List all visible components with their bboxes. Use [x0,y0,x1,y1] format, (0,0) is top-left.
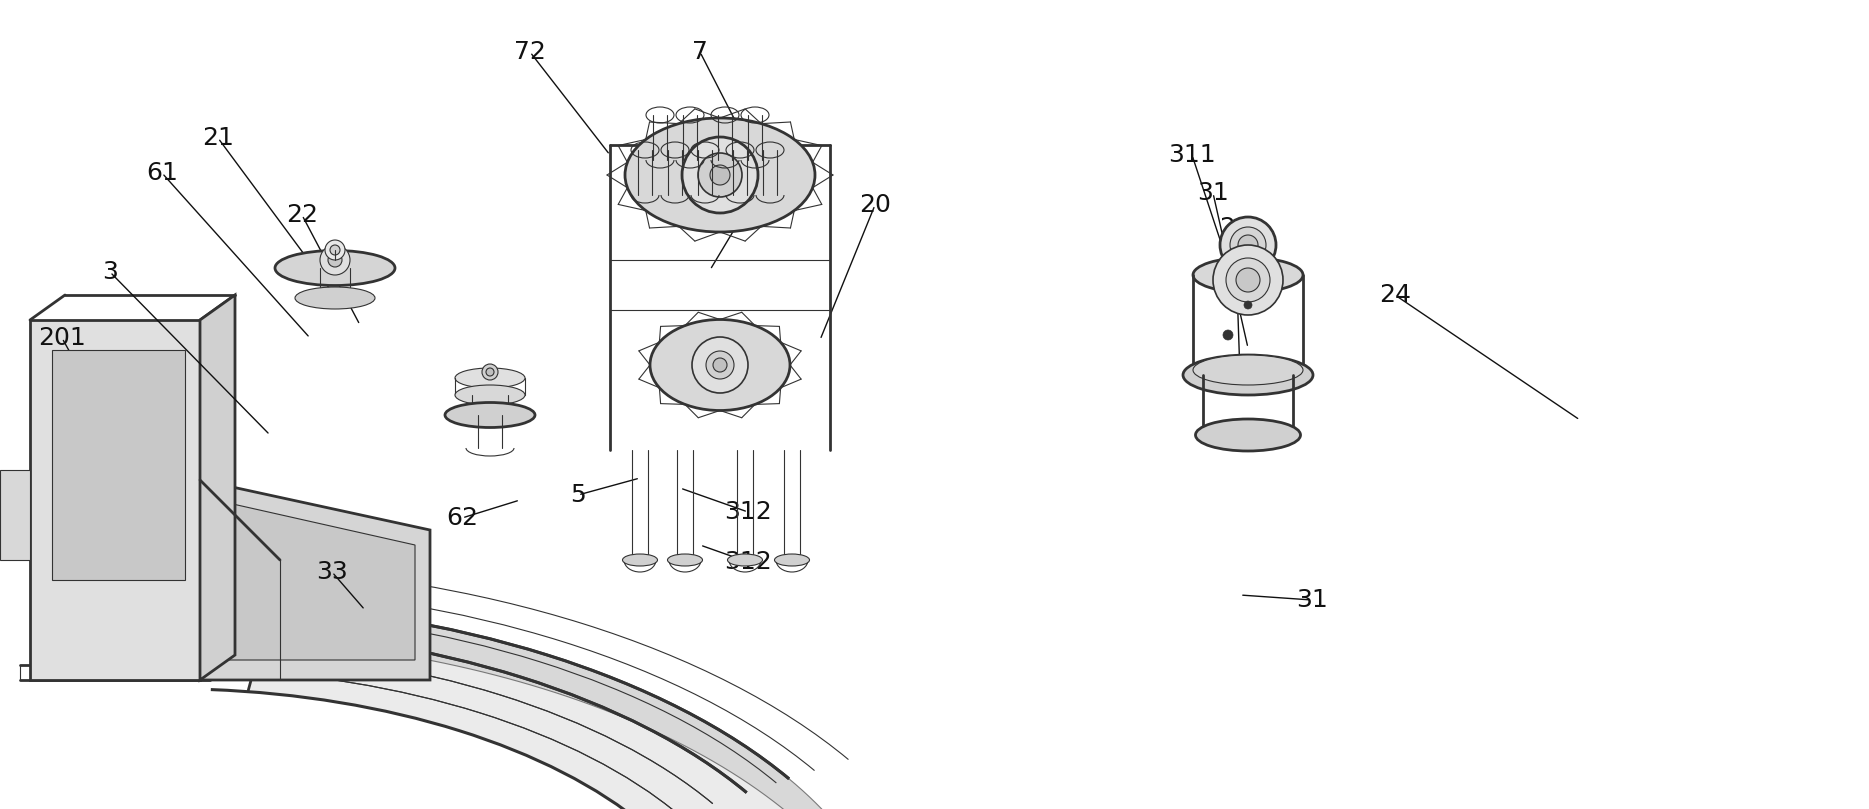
Circle shape [1235,268,1260,292]
Circle shape [486,368,493,376]
Ellipse shape [275,251,394,286]
Text: 21: 21 [1219,216,1250,240]
Text: 62: 62 [447,506,478,530]
Circle shape [325,240,346,260]
Text: 312: 312 [723,500,772,524]
Ellipse shape [727,554,763,566]
Circle shape [1230,227,1265,263]
Polygon shape [0,470,30,560]
Circle shape [482,364,497,380]
Polygon shape [200,480,430,680]
Circle shape [682,137,759,213]
Ellipse shape [624,118,815,232]
Text: 20: 20 [860,193,892,217]
Circle shape [710,165,731,185]
Text: 73: 73 [738,183,770,207]
Ellipse shape [295,287,376,309]
Ellipse shape [445,403,535,427]
Ellipse shape [454,368,525,388]
Circle shape [697,153,742,197]
Circle shape [1222,330,1234,340]
Ellipse shape [1192,257,1303,293]
Circle shape [331,245,340,255]
Circle shape [712,358,727,372]
Text: 72: 72 [514,40,546,64]
Text: 201: 201 [37,326,86,350]
Circle shape [1245,301,1252,309]
Ellipse shape [1183,355,1314,395]
Text: 5: 5 [570,483,585,507]
Text: 24: 24 [1379,283,1411,307]
Circle shape [706,351,735,379]
Circle shape [692,337,748,393]
Ellipse shape [774,554,809,566]
Text: 7: 7 [692,40,708,64]
Polygon shape [271,604,863,809]
Text: 33: 33 [316,560,348,584]
Circle shape [1237,235,1258,255]
Circle shape [1213,245,1282,315]
Text: 3: 3 [103,260,118,284]
Text: 31: 31 [1198,181,1230,205]
Circle shape [320,245,350,275]
Polygon shape [215,500,415,660]
Ellipse shape [454,385,525,405]
Bar [30,320,200,680]
Circle shape [1220,217,1277,273]
Circle shape [327,253,342,267]
Text: 31: 31 [1295,588,1327,612]
Ellipse shape [1192,355,1303,385]
Text: 312: 312 [723,550,772,574]
Polygon shape [249,604,863,809]
Ellipse shape [650,320,791,410]
Polygon shape [200,295,235,680]
Circle shape [1226,258,1271,302]
Text: 61: 61 [146,161,178,185]
Text: 311: 311 [1168,143,1217,167]
Ellipse shape [1196,419,1301,451]
Text: 21: 21 [202,126,234,150]
Text: 22: 22 [286,203,318,227]
Ellipse shape [667,554,703,566]
Bar [52,350,185,580]
Ellipse shape [622,554,658,566]
